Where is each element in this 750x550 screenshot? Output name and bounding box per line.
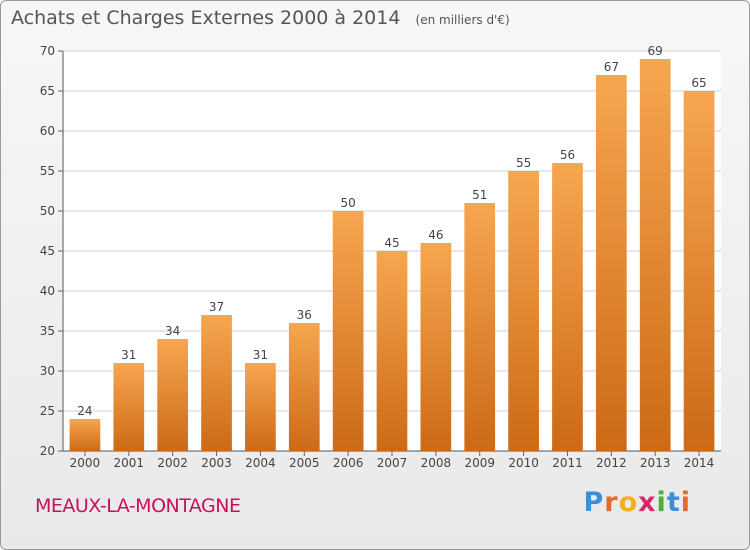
bar [552,163,583,451]
bar [332,211,364,451]
data-label: 67 [604,60,619,74]
x-tick-label: 2014 [684,456,715,470]
y-tick-label: 70 [40,44,55,58]
chart-title: Achats et Charges Externes 2000 à 2014 [11,7,401,29]
bar [113,363,145,451]
logo-letter: o [618,487,639,518]
data-label: 55 [516,156,531,170]
proxiti-logo: Proxiti [583,487,691,518]
x-tick-label: 2005 [289,456,320,470]
x-tick-label: 2004 [245,456,276,470]
x-tick-label: 2010 [508,456,539,470]
bar [245,363,276,451]
y-tick-label: 35 [40,324,55,338]
logo-letter: i [656,487,667,518]
logo-letter: t [666,487,681,518]
logo-letter: x [638,487,657,518]
logo-letter: r [604,487,619,518]
data-label: 69 [648,44,663,58]
data-label: 45 [384,236,399,250]
bar [376,251,408,451]
bar [69,419,101,451]
bar [464,203,496,451]
y-tick-label: 25 [40,404,55,418]
chart-unit: (en milliers d'€) [415,13,510,27]
y-tick-label: 30 [40,364,55,378]
y-tick-label: 20 [40,444,55,458]
x-tick-label: 2013 [640,456,671,470]
x-tick-label: 2007 [377,456,408,470]
title-row: Achats et Charges Externes 2000 à 2014 (… [11,7,510,29]
data-label: 37 [209,300,224,314]
bar [420,243,452,451]
bar [288,323,320,451]
x-tick-label: 2000 [70,456,101,470]
bar [639,59,671,451]
place-name: MEAUX-LA-MONTAGNE [35,495,241,517]
x-tick-label: 2008 [421,456,452,470]
x-tick-label: 2009 [464,456,495,470]
data-label: 31 [253,348,268,362]
x-tick-label: 2006 [333,456,364,470]
x-tick-label: 2002 [157,456,188,470]
y-tick-label: 50 [40,204,55,218]
data-label: 51 [472,188,487,202]
data-label: 50 [340,196,355,210]
y-tick-label: 45 [40,244,55,258]
data-label: 31 [121,348,136,362]
y-tick-label: 60 [40,124,55,138]
data-label: 65 [691,76,706,90]
data-label: 36 [297,308,312,322]
y-tick-label: 40 [40,284,55,298]
bar [683,91,715,451]
x-tick-label: 2011 [552,456,583,470]
bar [508,171,539,451]
y-tick-label: 65 [40,84,55,98]
bar [595,75,627,451]
bar [157,339,189,451]
logo-letter: P [583,487,605,518]
y-tick-label: 55 [40,164,55,178]
data-label: 24 [77,404,92,418]
logo-letter: i [680,487,691,518]
data-label: 46 [428,228,443,242]
data-label: 34 [165,324,180,338]
x-tick-label: 2012 [596,456,627,470]
data-label: 56 [560,148,575,162]
bar [201,315,232,451]
x-tick-label: 2001 [114,456,145,470]
x-tick-label: 2003 [201,456,232,470]
